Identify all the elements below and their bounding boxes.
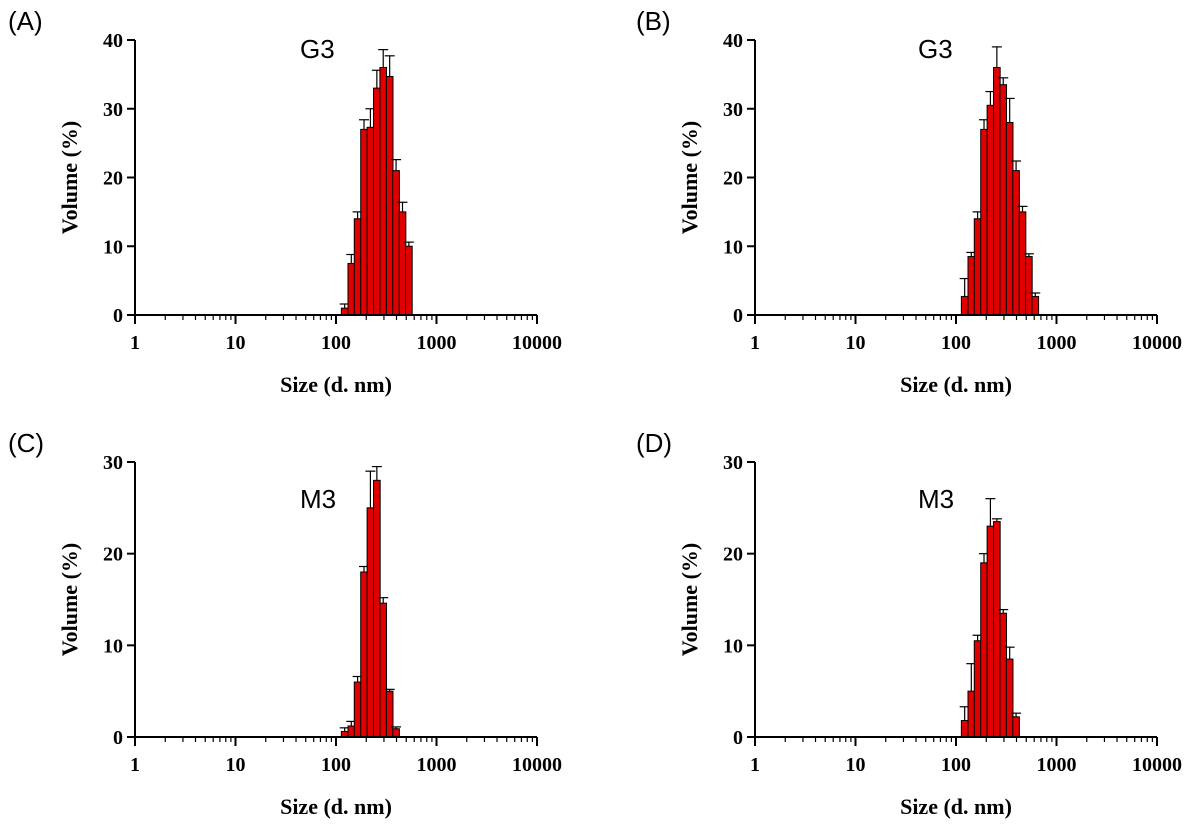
- sample-label: G3: [300, 34, 335, 64]
- x-tick-label: 10000: [512, 332, 562, 354]
- y-tick-label: 0: [113, 727, 123, 749]
- y-tick-label: 0: [733, 305, 743, 327]
- y-tick-label: 20: [723, 544, 743, 566]
- y-axis-label: Volume (%): [57, 543, 82, 656]
- bar: [366, 126, 375, 316]
- x-axis-label: Size (d. nm): [280, 372, 392, 397]
- bar: [360, 128, 368, 316]
- x-tick-label: 10: [226, 754, 246, 776]
- x-axis-label: Size (d. nm): [900, 372, 1012, 397]
- bar: [999, 84, 1008, 316]
- bar: [360, 571, 368, 738]
- y-tick-label: 20: [103, 544, 123, 566]
- x-tick-label: 1: [750, 754, 760, 776]
- y-axis-label: Volume (%): [677, 543, 702, 656]
- panel-b: (B) G3 0 10 20 30 40 1 10 100 1000 10000 Size (d. nm…: [636, 6, 1182, 397]
- sample-label: M3: [300, 484, 336, 514]
- y-tick-label: 10: [723, 635, 743, 657]
- panel-letter: (A): [8, 6, 43, 36]
- y-tick-label: 10: [723, 236, 743, 258]
- bar: [980, 562, 988, 738]
- bar: [960, 720, 969, 738]
- bar: [347, 262, 356, 316]
- panel-c: (C) M3 0 10 20 30 1 10 100 1000 10000 Size (d. nm) V…: [8, 428, 562, 819]
- bar: [353, 681, 362, 738]
- x-tick-label: 1000: [1037, 754, 1077, 776]
- y-tick-label: 10: [103, 635, 123, 657]
- bar: [373, 479, 381, 738]
- bar: [1012, 716, 1020, 738]
- x-tick-label: 10000: [512, 754, 562, 776]
- bar: [373, 87, 381, 316]
- bar: [405, 245, 413, 316]
- x-tick-label: 10: [846, 332, 866, 354]
- x-tick-label: 1: [750, 332, 760, 354]
- bar: [986, 104, 995, 316]
- bar: [1005, 658, 1014, 738]
- x-tick-label: 1000: [417, 754, 457, 776]
- bar: [385, 690, 394, 738]
- bar: [1012, 170, 1020, 316]
- sample-label: M3: [918, 484, 954, 514]
- bar: [960, 295, 969, 316]
- bar: [1018, 211, 1027, 316]
- bar: [366, 507, 375, 738]
- x-axis-label: Size (d. nm): [280, 794, 392, 819]
- bar: [1031, 295, 1040, 316]
- panel-letter: (C): [8, 428, 44, 458]
- bar: [1025, 256, 1033, 316]
- bar: [967, 256, 976, 316]
- bar: [379, 67, 388, 316]
- x-tick-label: 100: [941, 332, 971, 354]
- bar: [973, 218, 982, 316]
- y-axis-label: Volume (%): [57, 121, 82, 234]
- x-tick-label: 1: [130, 754, 140, 776]
- bar: [340, 307, 349, 316]
- x-tick-label: 10: [846, 754, 866, 776]
- bar: [392, 728, 400, 738]
- bar: [980, 128, 988, 316]
- x-tick-label: 1000: [417, 332, 457, 354]
- y-tick-label: 0: [113, 305, 123, 327]
- bar: [973, 640, 982, 738]
- bar: [999, 612, 1008, 738]
- y-tick-label: 30: [723, 452, 743, 474]
- x-tick-label: 10000: [1132, 332, 1182, 354]
- y-tick-label: 10: [103, 236, 123, 258]
- bar: [1005, 122, 1014, 316]
- y-axis-label: Volume (%): [677, 121, 702, 234]
- x-axis-label: Size (d. nm): [900, 794, 1012, 819]
- y-tick-label: 30: [723, 99, 743, 121]
- x-tick-label: 100: [321, 754, 351, 776]
- y-tick-label: 0: [733, 727, 743, 749]
- panel-letter: (B): [636, 6, 671, 36]
- bar: [385, 75, 394, 316]
- x-tick-label: 1: [130, 332, 140, 354]
- bar: [347, 725, 356, 738]
- x-tick-label: 10000: [1132, 754, 1182, 776]
- bar: [398, 211, 407, 316]
- y-tick-label: 20: [723, 168, 743, 190]
- x-tick-label: 100: [941, 754, 971, 776]
- panel-a: (A) G3 0 10 20 30 40 1 10 100 1000 10000 Size (d. nm…: [8, 6, 562, 397]
- sample-label: G3: [918, 34, 953, 64]
- y-tick-label: 40: [103, 30, 123, 52]
- x-tick-label: 1000: [1037, 332, 1077, 354]
- bar: [986, 525, 995, 738]
- panel-letter: (D): [636, 428, 672, 458]
- bar: [993, 67, 1001, 316]
- bar: [967, 690, 976, 738]
- bar: [379, 602, 388, 738]
- y-tick-label: 40: [723, 30, 743, 52]
- y-tick-label: 30: [103, 99, 123, 121]
- bar: [392, 170, 400, 316]
- x-tick-label: 100: [321, 332, 351, 354]
- y-tick-label: 30: [103, 452, 123, 474]
- x-tick-label: 10: [226, 332, 246, 354]
- bar: [993, 521, 1001, 738]
- panel-d: (D) M3 0 10 20 30 1 10 100 1000 10000 Size (d. nm) V…: [636, 428, 1182, 819]
- bar: [353, 218, 362, 316]
- y-tick-label: 20: [103, 168, 123, 190]
